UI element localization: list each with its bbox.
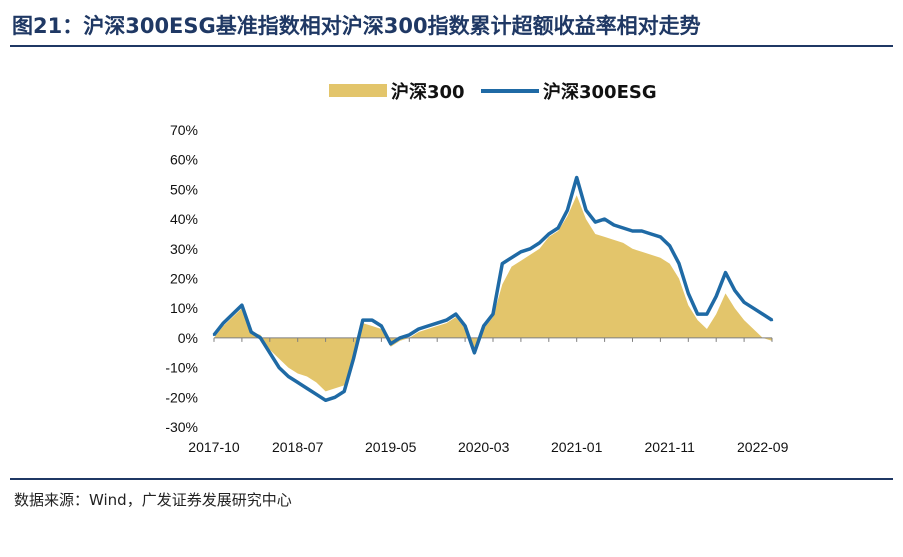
y-tick-label: 50%: [170, 181, 198, 197]
line-point: [380, 324, 383, 328]
line-point: [715, 295, 718, 298]
line-point: [287, 375, 290, 378]
y-tick-label: 30%: [170, 241, 198, 257]
line-point: [631, 229, 634, 233]
line-point: [352, 357, 355, 360]
y-tick-label: -30%: [165, 419, 198, 435]
y-tick-label: -10%: [165, 360, 198, 376]
line-point: [529, 247, 532, 250]
y-tick-label: 70%: [170, 122, 198, 138]
line-point: [212, 333, 216, 337]
line-point: [705, 312, 709, 316]
x-tick-label: 2018-07: [272, 439, 324, 455]
line-point: [659, 235, 662, 239]
line-point: [426, 324, 430, 328]
line-point: [315, 393, 318, 396]
line-point: [510, 256, 513, 259]
line-point: [454, 312, 457, 316]
line-point: [268, 351, 271, 354]
line-point: [389, 342, 392, 345]
line-point: [277, 366, 281, 369]
line-point: [612, 223, 616, 227]
x-tick-label: 2017-10: [188, 439, 240, 455]
line-point: [482, 324, 485, 328]
line-point: [250, 330, 253, 334]
line-point: [752, 307, 755, 310]
legend: 沪深300 沪深300ESG: [329, 81, 657, 103]
line-point: [640, 229, 643, 233]
line-point: [222, 321, 225, 325]
line-point: [370, 318, 374, 322]
line-point: [594, 220, 597, 224]
chart: 70% 60% 50% 40% 30% 20% 10% 0% -10% -20% -30% 2017…: [165, 81, 788, 455]
line-point: [408, 333, 411, 337]
line-point: [463, 324, 467, 328]
line-point: [333, 396, 337, 399]
x-tick-label: 2021-11: [645, 439, 696, 455]
figure-title: 图21：沪深300ESG基准指数相对沪深300指数累计超额收益率相对走势: [12, 14, 701, 38]
line-point: [575, 176, 578, 179]
y-tick-label: 40%: [170, 211, 198, 227]
line-point: [687, 292, 690, 295]
y-axis: 70% 60% 50% 40% 30% 20% 10% 0% -10% -20% -30%: [165, 122, 198, 435]
line-point: [436, 321, 439, 325]
line-point: [491, 312, 495, 316]
y-tick-label: -20%: [165, 389, 198, 405]
line-point: [473, 351, 476, 354]
title-divider: [10, 45, 893, 47]
line-point: [417, 327, 420, 331]
line-point: [556, 226, 560, 230]
line-point: [519, 250, 523, 253]
line-point: [603, 217, 606, 221]
line-point: [538, 241, 541, 245]
line-point: [240, 304, 244, 307]
line-point: [696, 312, 699, 316]
legend-label-hs300esg: 沪深300ESG: [543, 81, 657, 103]
source-divider: [10, 478, 893, 480]
y-tick-label: 60%: [170, 152, 198, 168]
legend-label-hs300: 沪深300: [391, 81, 465, 103]
plot-area: [212, 175, 774, 403]
x-tick-label: 2021-01: [551, 439, 603, 455]
line-point: [566, 209, 569, 212]
legend-swatch-hs300: [329, 84, 387, 97]
line-point: [501, 262, 504, 265]
y-tick-label: 20%: [170, 271, 198, 287]
line-point: [231, 312, 234, 316]
line-point: [584, 209, 588, 212]
line-point: [770, 318, 774, 322]
line-point: [398, 336, 402, 340]
line-point: [361, 318, 364, 322]
line-point: [622, 226, 625, 230]
line-point: [305, 387, 309, 390]
line-point: [668, 244, 671, 247]
line-point: [649, 232, 653, 236]
x-tick-label: 2022-09: [737, 439, 789, 455]
line-point: [742, 301, 746, 304]
x-tick-label: 2019-05: [365, 439, 417, 455]
line-point: [445, 318, 448, 322]
series-area-hs300: [214, 195, 772, 392]
line-point: [259, 336, 262, 340]
y-tick-label: 10%: [170, 300, 198, 316]
line-point: [724, 271, 727, 274]
line-point: [677, 262, 681, 265]
line-point: [324, 399, 327, 402]
source-note: 数据来源：Wind，广发证券发展研究中心: [14, 491, 292, 509]
x-tick-label: 2020-03: [458, 439, 510, 455]
line-point: [343, 390, 346, 393]
x-axis: 2017-10 2018-07 2019-05 2020-03 2021-01 2021-…: [188, 439, 788, 455]
line-point: [733, 289, 736, 292]
line-point: [761, 312, 764, 316]
y-tick-label: 0%: [178, 330, 198, 346]
line-point: [547, 232, 550, 236]
line-point: [296, 381, 299, 384]
